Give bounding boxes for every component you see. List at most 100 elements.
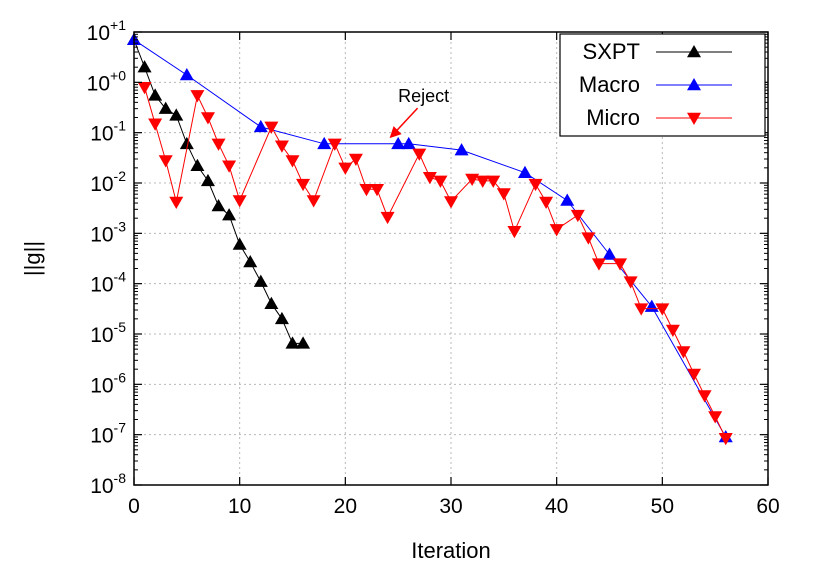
legend-marker-sxpt [687,45,701,58]
data-point-micro [422,172,437,185]
data-point-macro [517,165,532,178]
y-tick-base: 10 [87,22,110,45]
data-point-sxpt [137,60,152,73]
data-point-micro [190,90,205,103]
data-point-micro [359,184,374,197]
data-point-micro [222,160,237,173]
legend-label-micro: Micro [586,105,640,130]
data-point-micro [655,303,670,316]
y-tick-label: 10-6 [90,369,126,397]
data-point-micro [581,232,596,245]
data-point-macro [391,136,406,150]
data-point-macro [560,193,575,206]
y-tick-label: 10-1 [90,118,126,146]
series-micro [137,81,733,446]
y-tick-label: 10-8 [90,470,126,498]
data-point-micro [306,195,321,208]
data-point-macro [401,136,416,150]
data-point-sxpt [179,136,194,150]
data-point-micro [465,173,480,187]
data-point-micro [697,390,712,403]
x-tick-label: 50 [651,495,674,518]
data-point-sxpt [169,108,184,121]
data-point-micro [475,175,490,188]
y-tick-label: 10+0 [87,67,127,95]
data-point-micro [370,184,385,197]
data-point-micro [718,432,733,446]
data-point-micro [200,112,215,125]
data-point-micro [348,153,363,166]
series-layer [127,32,733,446]
data-point-micro [486,175,501,188]
y-tick-exponent: -8 [114,470,127,486]
data-point-micro [539,196,554,209]
data-point-sxpt [285,336,300,349]
x-axis-label: Iteration [411,538,491,563]
data-point-micro [232,195,247,208]
data-point-macro [317,136,332,150]
x-tick-label: 30 [439,495,462,518]
data-point-micro [634,303,649,316]
y-tick-exponent: +1 [110,17,126,33]
data-point-micro [338,162,353,175]
data-point-micro [676,346,691,359]
y-tick-label: 10+1 [87,17,127,45]
y-tick-exponent: -2 [114,168,127,184]
y-tick-base: 10 [90,123,113,146]
y-tick-exponent: -3 [114,218,127,234]
y-tick-label: 10-2 [90,168,126,196]
data-point-micro [169,196,184,209]
legend: SXPT Macro Micro [559,33,766,137]
data-point-micro [549,224,564,237]
y-tick-exponent: -1 [114,118,127,134]
data-point-sxpt [264,296,279,309]
data-point-micro [687,368,702,382]
data-point-sxpt [148,88,163,101]
x-tick-label: 10 [228,495,251,518]
data-point-micro [380,211,395,225]
data-point-micro [433,175,448,188]
data-point-micro [507,225,522,239]
annotation-reject: Reject [398,86,449,106]
data-point-sxpt [243,254,258,268]
data-point-micro [264,121,279,134]
legend-label-macro: Macro [579,72,640,97]
data-point-micro [623,276,638,289]
data-point-micro [708,411,723,424]
data-point-sxpt [274,311,289,325]
data-point-micro [327,138,342,151]
data-point-micro [444,196,458,209]
ticks: 0 10 20 30 40 50 6010-810-710-610-510-410-310-… [87,17,780,518]
data-point-sxpt [296,336,311,349]
data-point-micro [528,178,543,192]
data-point-micro [591,258,606,271]
data-point-macro [454,143,469,156]
y-tick-base: 10 [90,173,113,196]
data-point-micro [613,258,628,271]
legend-label-sxpt: SXPT [583,39,640,64]
data-point-micro [570,209,585,223]
y-tick-exponent: -7 [114,420,127,436]
x-tick-label: 0 [128,495,140,518]
y-tick-exponent: -5 [114,319,127,335]
y-tick-exponent: -6 [114,369,127,385]
y-tick-base: 10 [90,324,113,347]
data-point-micro [211,138,226,151]
y-tick-base: 10 [90,223,113,246]
annotation-layer: Reject [389,86,449,139]
data-point-micro [137,81,152,95]
data-point-sxpt [253,274,268,287]
y-tick-label: 10-7 [90,420,126,448]
data-point-micro [158,155,173,168]
y-axis-label: ||g|| [20,241,45,276]
data-point-macro [253,119,268,133]
y-tick-base: 10 [90,425,113,448]
x-tick-label: 60 [756,495,779,518]
y-tick-exponent: +0 [110,67,126,83]
data-point-micro [665,324,680,338]
data-point-sxpt [200,173,215,187]
data-point-micro [496,188,511,201]
y-tick-exponent: -4 [114,269,127,285]
x-tick-label: 40 [545,495,568,518]
